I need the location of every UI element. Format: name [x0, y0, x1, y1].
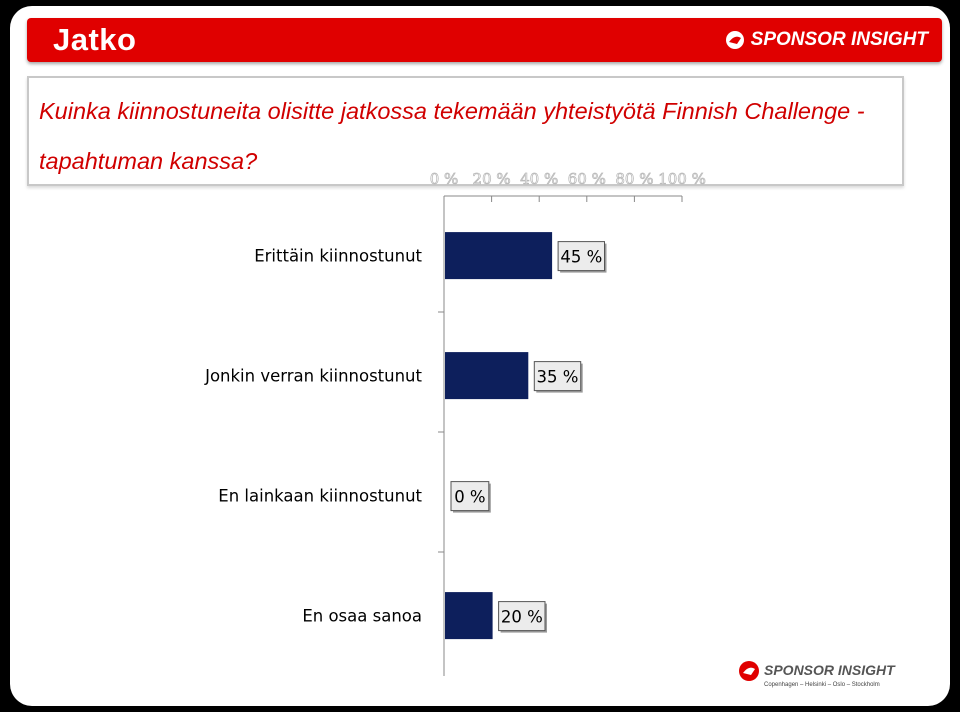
- data-label-box: [557, 241, 605, 272]
- data-label-box: [498, 601, 546, 632]
- x-tick-label: 0 %: [430, 170, 459, 188]
- bar: [445, 352, 529, 400]
- footer-cities: Copenhagen – Helsinki – Oslo – Stockholm: [764, 682, 880, 688]
- bar: [445, 232, 553, 280]
- category-label: En osaa sanoa: [302, 607, 422, 626]
- category-label: Jonkin verran kiinnostunut: [204, 367, 422, 386]
- footer-brand-name: SPONSOR INSIGHT: [764, 662, 895, 678]
- question-text: Kuinka kiinnostuneita olisitte jatkossa …: [39, 98, 865, 174]
- footer-brand: SPONSOR INSIGHT Copenhagen – Helsinki – …: [738, 660, 898, 700]
- sponsor-insight-footer-logo-icon: [739, 661, 759, 681]
- x-tick-label: 80 %: [615, 170, 653, 188]
- x-tick-label: 60 %: [568, 170, 606, 188]
- data-label-box: [450, 481, 490, 512]
- data-label: 0 %: [454, 488, 485, 507]
- category-label: En lainkaan kiinnostunut: [218, 487, 422, 506]
- slide: Jatko SPONSOR INSIGHT Kuinka kiinnostune…: [10, 6, 950, 706]
- x-tick-label: 20 %: [473, 170, 511, 188]
- data-label: 20 %: [501, 608, 543, 627]
- brand-header: SPONSOR INSIGHT: [725, 29, 928, 51]
- x-tick-label: 40 %: [520, 170, 558, 188]
- bar: [445, 592, 493, 640]
- question-box: Kuinka kiinnostuneita olisitte jatkossa …: [27, 76, 904, 186]
- brand-name: SPONSOR INSIGHT: [750, 29, 928, 50]
- x-tick-label: 100 %: [658, 170, 706, 188]
- page-title: Jatko: [53, 22, 137, 57]
- data-label: 35 %: [537, 368, 579, 387]
- category-label: Erittäin kiinnostunut: [254, 247, 422, 266]
- sponsor-insight-logo-icon: [725, 31, 744, 49]
- header-bar: Jatko SPONSOR INSIGHT: [27, 18, 942, 62]
- data-label-box: [533, 361, 582, 392]
- data-label: 45 %: [560, 248, 602, 267]
